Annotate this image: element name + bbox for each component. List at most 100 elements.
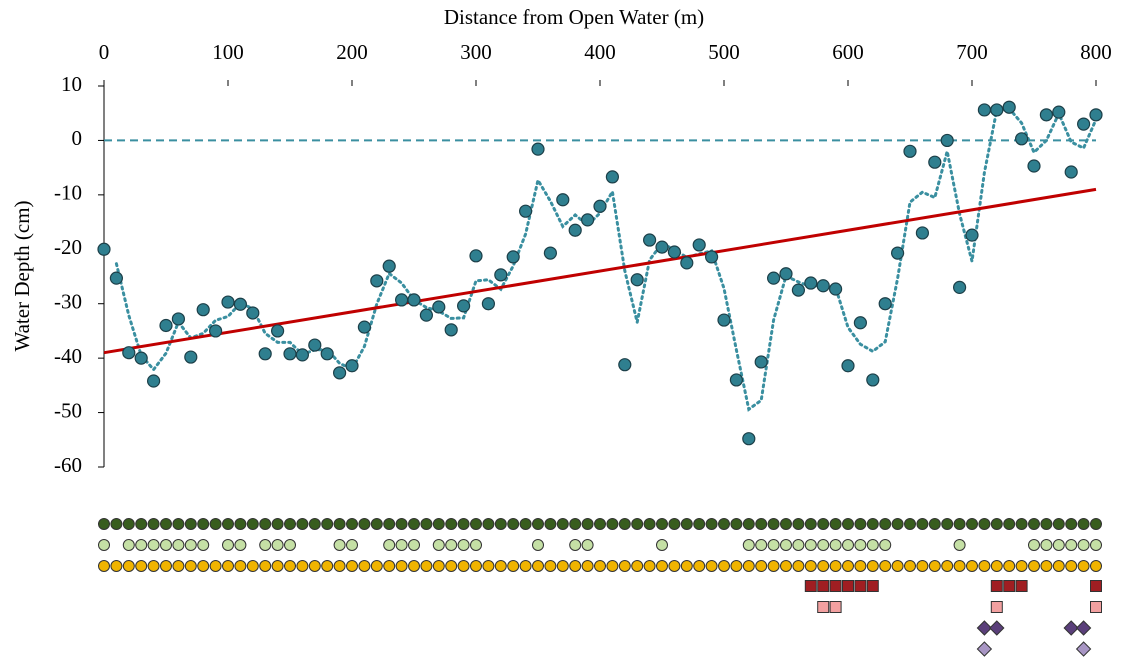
presence-marker [817,601,830,613]
presence-marker [656,560,668,572]
presence-marker [408,539,420,551]
presence-marker [209,560,222,572]
data-point [717,313,731,327]
data-point [543,246,558,260]
presence-marker [656,539,668,551]
data-point [742,432,756,446]
data-point [890,246,905,260]
y-axis-label: Water Depth (cm) [10,200,34,351]
data-point [618,358,632,372]
presence-marker [259,539,272,551]
presence-marker [792,539,805,551]
presence-marker [693,560,706,572]
data-point [605,170,620,184]
data-point [258,347,272,361]
presence-marker [358,518,371,530]
data-point [134,351,148,365]
data-point [680,256,694,270]
presence-marker [1052,539,1065,551]
presence-marker [160,539,172,551]
presence-marker [333,560,346,572]
presence-marker [569,560,582,572]
presence-marker [408,518,420,530]
presence-marker [817,580,830,592]
presence-marker [346,518,358,530]
y-tick-label: -30 [54,290,82,314]
presence-marker [482,518,495,530]
y-tick-label: -20 [54,235,82,259]
data-point [320,347,334,361]
presence-marker [1028,560,1040,572]
presence-marker [420,560,433,572]
presence-marker [755,560,768,572]
presence-marker [1015,560,1028,572]
presence-marker [259,518,272,530]
presence-marker [445,560,458,572]
data-point [1027,159,1041,173]
presence-marker [1052,560,1065,572]
data-point [704,250,719,264]
presence-marker [618,518,631,530]
presence-marker [767,539,780,551]
presence-marker [891,518,904,530]
presence-marker [544,518,557,530]
data-point [295,348,309,362]
presence-marker [519,560,532,572]
data-point [196,303,210,317]
presence-marker [718,560,730,572]
data-point [171,312,185,326]
presence-marker [110,560,123,572]
presence-marker [383,518,396,530]
presence-marker [98,539,110,551]
data-point [159,318,173,333]
presence-marker [184,539,197,551]
presence-marker [953,539,966,551]
presence-marker [395,560,408,572]
presence-marker [866,580,879,592]
data-point [1064,165,1078,179]
presence-marker [804,539,817,551]
presence-marker [755,539,768,551]
data-point [1089,108,1103,122]
data-point [518,204,533,218]
presence-marker [457,539,470,551]
presence-marker [842,518,854,530]
presence-marker [222,518,234,530]
presence-marker [408,560,420,572]
data-point [494,268,508,282]
presence-marker [990,518,1003,530]
data-point [816,279,830,293]
presence-marker [370,518,383,530]
presence-marker [780,560,792,572]
presence-marker [953,518,966,530]
presence-marker [606,560,619,572]
presence-marker [742,539,755,551]
presence-marker [395,518,408,530]
presence-marker [296,518,309,530]
presence-marker [135,518,148,530]
presence-marker [742,518,755,530]
presence-marker [147,518,160,530]
presence-marker [271,539,284,551]
data-point [1014,132,1029,146]
presence-marker [507,518,520,530]
presence-marker [742,560,755,572]
presence-marker [804,518,817,530]
presence-marker [234,560,247,572]
data-point [407,293,421,307]
presence-marker [420,518,433,530]
presence-marker [879,539,892,551]
presence-marker [817,518,830,530]
presence-marker [1052,518,1065,530]
presence-marker [581,518,594,530]
presence-marker [370,560,383,572]
presence-marker [470,539,482,551]
presence-marker [519,518,532,530]
x-tick-label: 800 [1080,40,1112,64]
data-point [221,295,235,309]
data-point [977,103,992,117]
presence-marker [668,560,681,572]
presence-marker [680,560,693,572]
presence-marker [618,560,631,572]
presence-marker [432,560,445,572]
